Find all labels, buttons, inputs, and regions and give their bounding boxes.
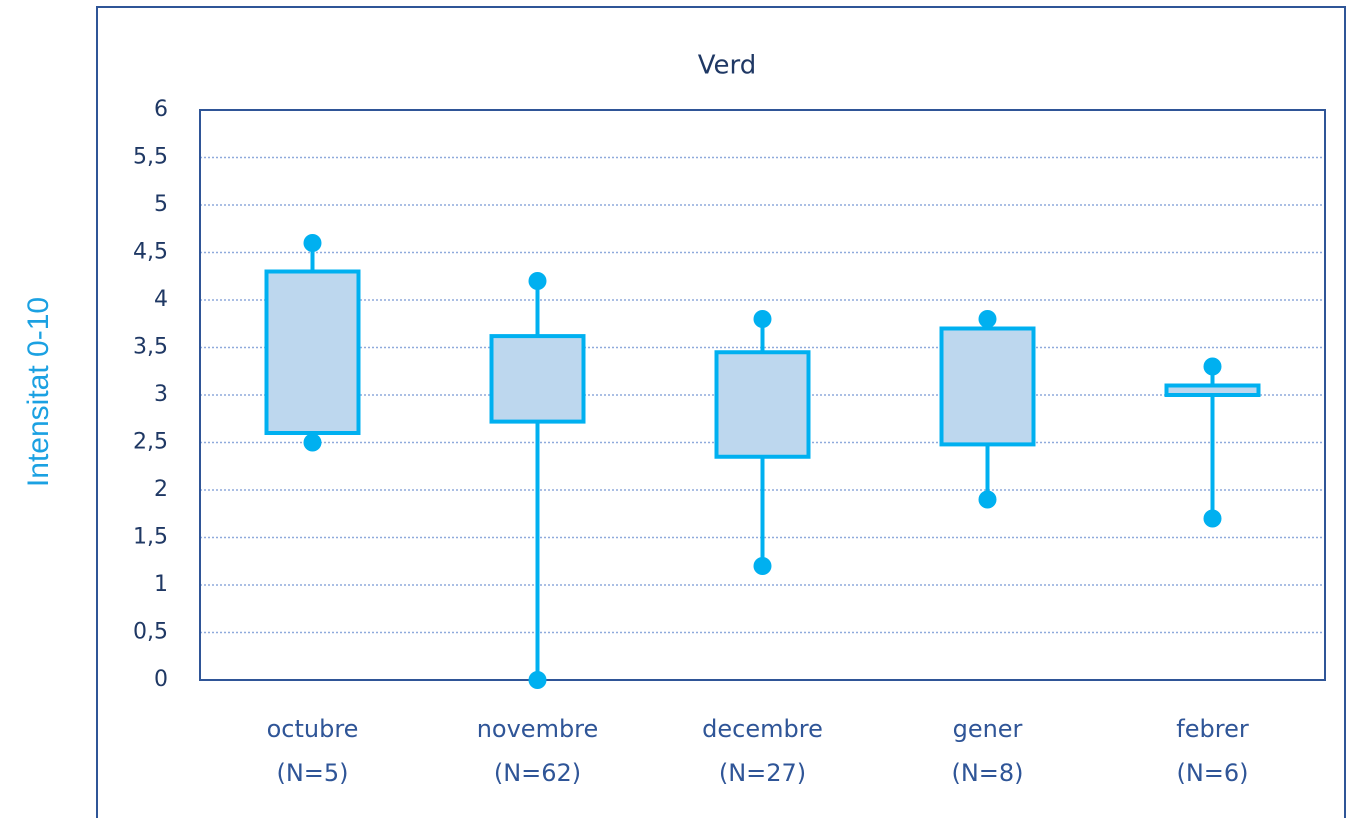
chart-title: Verd xyxy=(698,51,757,81)
box xyxy=(714,350,811,459)
y-axis-label: Intensitat 0-10 xyxy=(22,297,55,487)
y-tick-label: 0,5 xyxy=(133,620,168,645)
x-tick-label: decembre xyxy=(702,715,823,743)
min-marker xyxy=(1203,509,1222,528)
y-tick-label: 6 xyxy=(154,97,168,122)
y-tick-label: 4,5 xyxy=(133,240,168,265)
box xyxy=(264,269,361,435)
min-marker xyxy=(978,490,997,509)
max-marker xyxy=(978,310,997,328)
max-marker xyxy=(303,234,322,252)
x-tick-label: novembre xyxy=(477,715,599,743)
box xyxy=(489,334,586,424)
x-tick-label: (N=6) xyxy=(1176,759,1248,787)
y-tick-label: 1,5 xyxy=(133,525,168,550)
max-marker xyxy=(1203,357,1222,376)
plot-area xyxy=(199,109,1326,681)
max-marker xyxy=(753,310,772,328)
chart-frame xyxy=(96,6,1346,818)
y-tick-label: 2,5 xyxy=(133,430,168,455)
y-tick-label: 3,5 xyxy=(133,335,168,360)
box xyxy=(939,326,1036,447)
x-tick-label: (N=8) xyxy=(951,759,1023,787)
y-tick-label: 5,5 xyxy=(133,145,168,170)
y-tick-label: 1 xyxy=(154,572,168,597)
y-tick-label: 3 xyxy=(154,382,168,407)
x-tick-label: (N=62) xyxy=(494,759,581,787)
y-tick-label: 5 xyxy=(154,192,168,217)
x-tick-label: (N=5) xyxy=(276,759,348,787)
x-tick-label: gener xyxy=(953,715,1023,743)
x-tick-label: febrer xyxy=(1176,715,1249,743)
min-marker xyxy=(753,557,772,575)
y-tick-label: 0 xyxy=(154,667,168,692)
x-tick-label: octubre xyxy=(267,715,359,743)
x-tick-label: (N=27) xyxy=(719,759,806,787)
y-tick-label: 2 xyxy=(154,477,168,502)
min-marker xyxy=(528,671,547,689)
y-tick-label: 4 xyxy=(154,287,168,312)
max-marker xyxy=(528,272,547,290)
min-marker xyxy=(303,433,322,452)
box xyxy=(1164,383,1261,397)
